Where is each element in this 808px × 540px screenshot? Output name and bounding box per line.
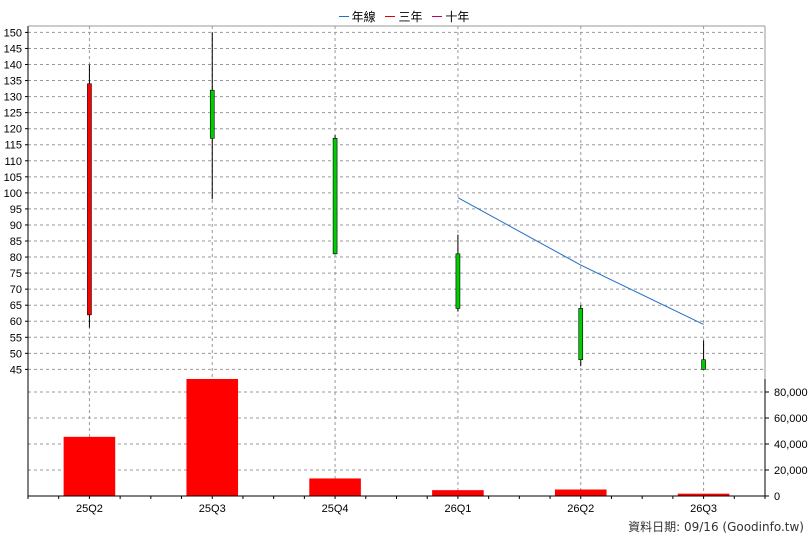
candle-body	[209, 89, 215, 139]
volume-bar	[677, 493, 730, 496]
price-tick-label: 120	[4, 124, 22, 136]
price-tick-label: 60	[10, 316, 22, 328]
candle-body	[332, 138, 338, 255]
legend-item-three-year: 三年	[385, 8, 423, 25]
legend-item-ten-year: 十年	[432, 8, 469, 25]
data-date-footer: 資料日期: 09/16 (Goodinfo.tw)	[628, 520, 804, 534]
price-tick-label: 65	[10, 300, 22, 312]
category-label: 26Q1	[444, 503, 471, 515]
volume-tick-label: 40,000	[774, 439, 808, 451]
series-line-year	[457, 197, 704, 325]
volume-bar	[554, 489, 607, 496]
legend-swatch-ten-year	[432, 16, 443, 17]
legend-label-three-year: 三年	[398, 10, 423, 24]
price-tick-label: 50	[10, 348, 22, 360]
volume-tick-label: 80,000	[774, 387, 808, 399]
price-tick-label: 45	[10, 364, 22, 376]
volume-tick-label: 60,000	[774, 413, 808, 425]
legend-item-year-line: 年線	[338, 8, 376, 25]
candle-body	[701, 359, 706, 370]
price-tick-label: 95	[10, 204, 22, 216]
legend-label-year-line: 年線	[351, 10, 376, 24]
price-tick-label: 80	[10, 252, 22, 264]
price-tick-label: 100	[4, 188, 22, 200]
candle-body	[87, 83, 92, 316]
price-tick-label: 145	[4, 43, 22, 55]
legend-swatch-three-year	[385, 16, 396, 17]
category-label: 25Q4	[322, 503, 349, 515]
category-label: 25Q2	[76, 503, 103, 515]
volume-bar	[309, 478, 361, 496]
category-label: 25Q3	[199, 503, 226, 515]
volume-tick-label: 20,000	[774, 465, 808, 477]
volume-tick-label: 0	[774, 491, 780, 503]
candle-body	[455, 253, 461, 309]
price-tick-label: 115	[4, 140, 22, 152]
legend-swatch-year-line	[338, 16, 349, 17]
category-label: 26Q3	[690, 503, 717, 515]
legend-label-ten-year: 十年	[445, 10, 470, 24]
price-tick-label: 75	[10, 268, 22, 280]
price-tick-label: 90	[10, 220, 22, 232]
price-tick-label: 135	[4, 76, 22, 88]
volume-bar	[186, 379, 239, 496]
legend: 年線 三年 十年	[0, 6, 808, 25]
volume-bar	[432, 490, 484, 496]
price-tick-label: 125	[4, 108, 22, 120]
price-tick-label: 140	[4, 60, 22, 72]
volume-bar	[63, 436, 116, 496]
price-tick-label: 110	[4, 156, 22, 168]
price-tick-label: 130	[4, 92, 22, 104]
price-tick-label: 105	[4, 172, 22, 184]
category-label: 26Q2	[567, 503, 594, 515]
price-tick-label: 70	[10, 284, 22, 296]
price-tick-label: 150	[4, 27, 22, 39]
candle-body	[578, 308, 584, 361]
price-tick-label: 55	[10, 332, 22, 344]
price-tick-label: 85	[10, 236, 22, 248]
